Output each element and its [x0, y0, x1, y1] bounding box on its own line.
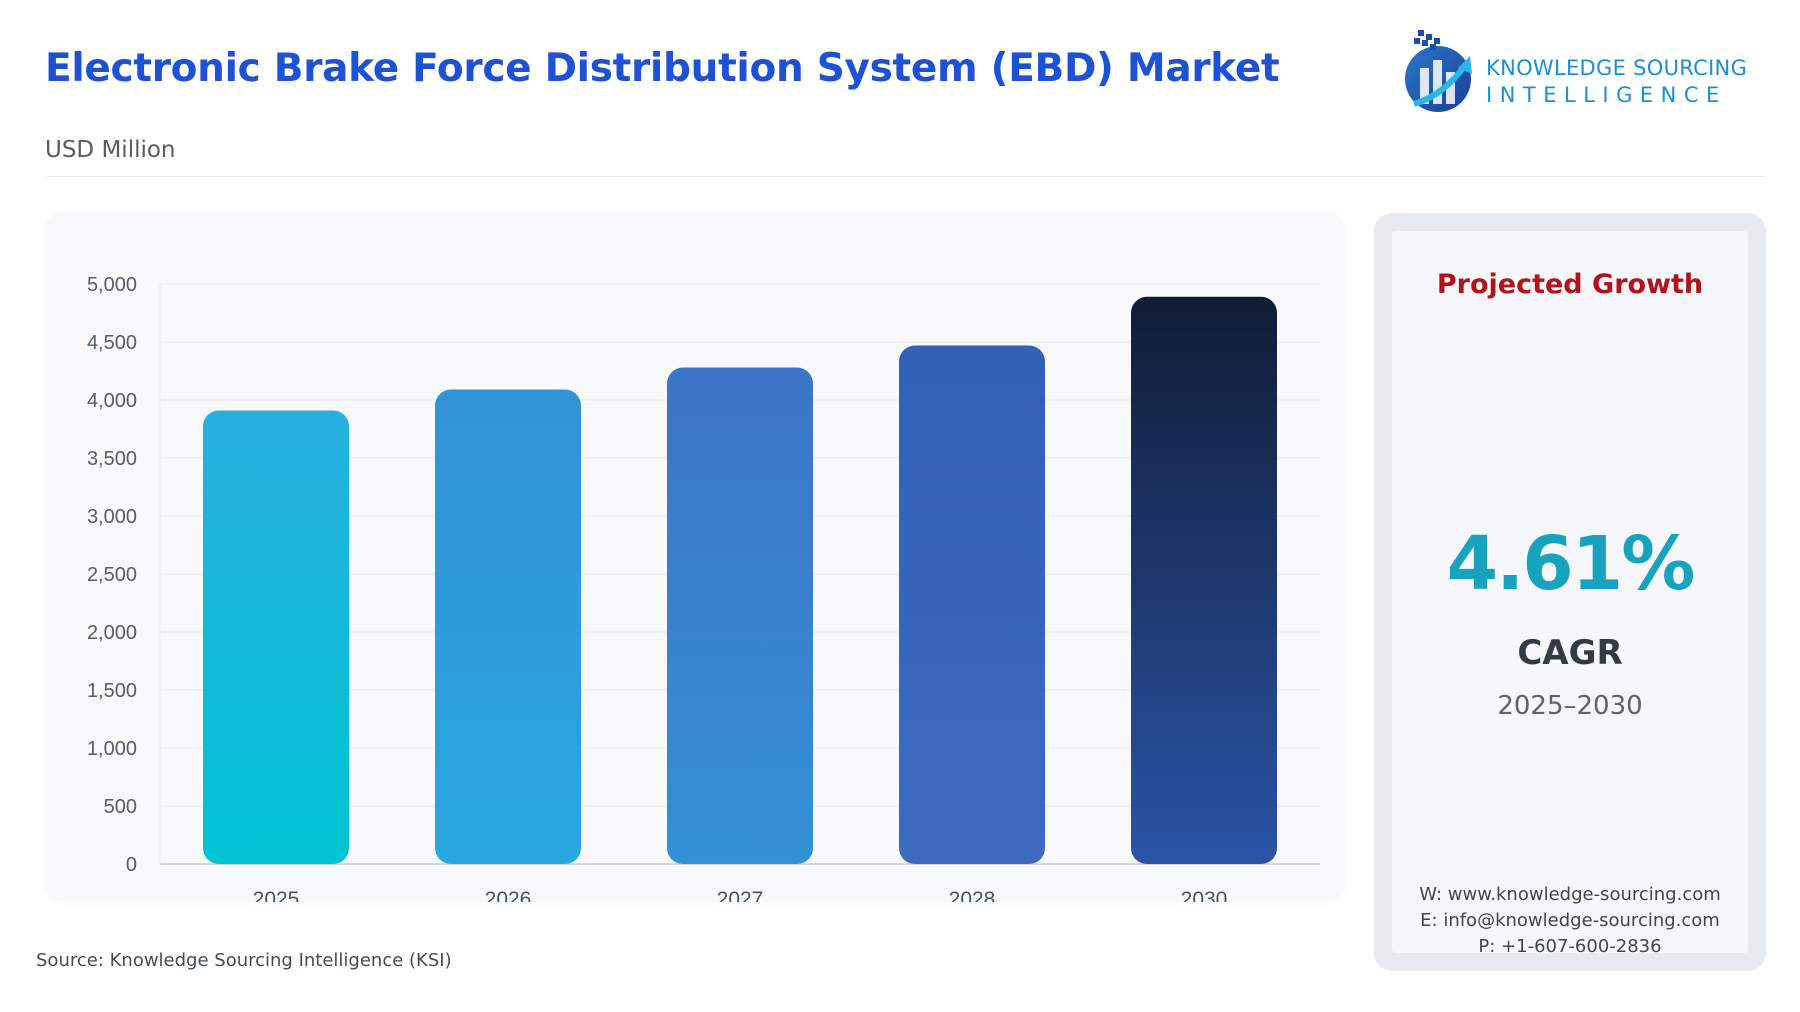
y-tick-label: 2,000 — [87, 622, 137, 644]
y-tick-label: 1,000 — [87, 738, 137, 760]
projected-growth-card: Projected Growth 4.61% CAGR 2025–2030 W:… — [1374, 213, 1766, 971]
bar-2027 — [667, 367, 813, 864]
x-tick-label: 2030 — [1181, 888, 1228, 902]
y-tick-label: 4,000 — [87, 390, 137, 412]
y-tick-label: 2,500 — [87, 564, 137, 586]
cagr-value: 4.61% — [1446, 521, 1696, 607]
cagr-label: CAGR — [1517, 633, 1623, 673]
y-tick-label: 5,000 — [87, 274, 137, 296]
header-divider — [45, 176, 1765, 177]
y-tick-label: 500 — [104, 796, 137, 818]
contact-email[interactable]: E: info@knowledge-sourcing.com — [1420, 910, 1720, 931]
bar-2026 — [435, 389, 581, 864]
x-tick-label: 2028 — [949, 888, 996, 902]
projected-growth-title: Projected Growth — [1436, 269, 1704, 300]
y-tick-label: 3,500 — [87, 448, 137, 470]
page-title: Electronic Brake Force Distribution Syst… — [45, 46, 1280, 91]
x-tick-label: 2025 — [253, 888, 300, 902]
bar-2028 — [899, 345, 1045, 864]
y-tick-label: 0 — [126, 854, 137, 876]
cagr-period: 2025–2030 — [1497, 691, 1643, 721]
y-tick-label: 1,500 — [87, 680, 137, 702]
company-logo: KNOWLEDGE SOURCING INTELLIGENCE — [1400, 24, 1760, 120]
bar-2025 — [203, 410, 349, 864]
contact-website[interactable]: W: www.knowledge-sourcing.com — [1419, 884, 1721, 905]
y-tick-label: 3,000 — [87, 506, 137, 528]
contact-phone: P: +1-607-600-2836 — [1478, 936, 1662, 957]
logo-wordmark-line2: INTELLIGENCE — [1486, 83, 1727, 107]
source-note: Source: Knowledge Sourcing Intelligence … — [36, 950, 452, 971]
logo-wordmark-line1: KNOWLEDGE SOURCING — [1486, 56, 1748, 80]
y-tick-label: 4,500 — [87, 332, 137, 354]
bar-chart: 0 500 1,000 1,500 2,000 2,500 3,000 3,500 4,000 4… — [87, 274, 1320, 902]
chart-panel: 0 500 1,000 1,500 2,000 2,500 3,000 3,500 4,000 4… — [45, 212, 1345, 902]
bar-2030 — [1131, 296, 1277, 864]
projected-growth-panel: Projected Growth 4.61% CAGR 2025–2030 W:… — [1392, 231, 1748, 957]
x-tick-label: 2027 — [717, 888, 764, 902]
logo-globe-icon — [1405, 30, 1472, 112]
chart-unit-subtitle: USD Million — [45, 137, 176, 163]
x-tick-label: 2026 — [485, 888, 532, 902]
